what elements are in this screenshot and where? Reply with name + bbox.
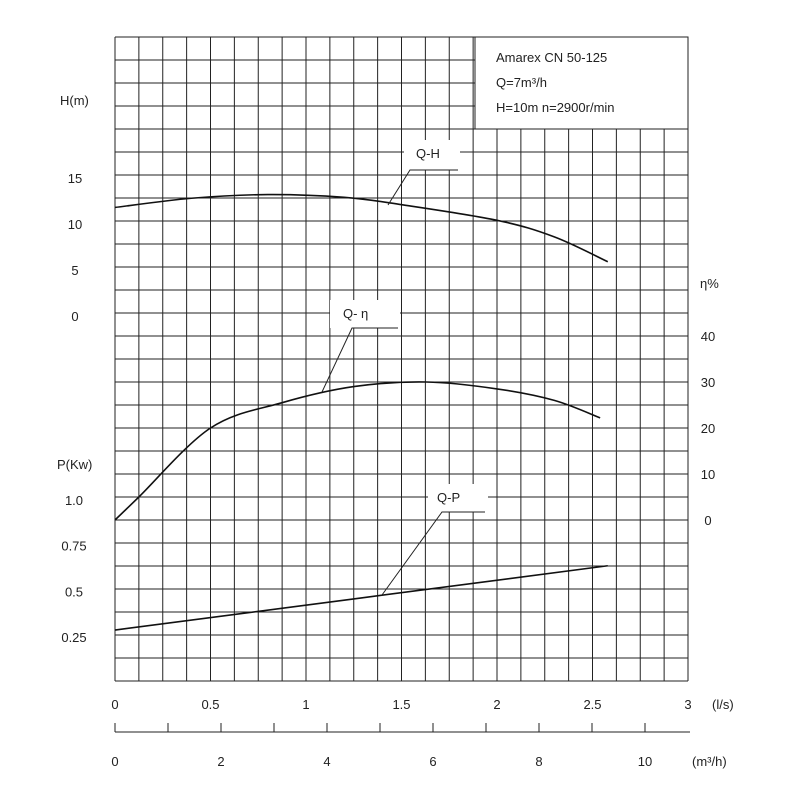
info-box [474, 36, 689, 130]
efficiency-tick-label: 20 [701, 421, 715, 436]
qeta-curve-label: Q- η [343, 306, 368, 321]
x-tick-label-ls: 2.5 [583, 697, 601, 712]
x-tick-label-m3h: 2 [217, 754, 224, 769]
power-tick-label: 0.25 [61, 630, 86, 645]
efficiency-tick-label: 10 [701, 467, 715, 482]
x-tick-label-m3h: 4 [323, 754, 330, 769]
x-tick-label-ls: 1.5 [392, 697, 410, 712]
flow-m3h-unit: (m³/h) [692, 754, 727, 769]
qh-label-bg [404, 140, 460, 170]
efficiency-axis-label: η% [700, 276, 719, 291]
power-tick-label: 0.5 [65, 584, 83, 599]
qeta-label-bg [330, 300, 400, 328]
info-line-head-speed: H=10m n=2900r/min [496, 100, 615, 115]
head-tick-label: 15 [68, 171, 82, 186]
head-tick-label: 10 [68, 217, 82, 232]
x-tick-label-ls: 0.5 [201, 697, 219, 712]
info-line-model: Amarex CN 50-125 [496, 50, 607, 65]
curves [114, 193, 609, 631]
x-tick-label-ls: 0 [111, 697, 118, 712]
x-tick-label-ls: 3 [684, 697, 691, 712]
grid [114, 36, 689, 682]
curve-q [114, 381, 601, 521]
efficiency-tick-label: 40 [701, 329, 715, 344]
efficiency-tick-label: 0 [704, 513, 711, 528]
qh-curve-label: Q-H [416, 146, 440, 161]
power-tick-label: 1.0 [65, 493, 83, 508]
head-axis-label: H(m) [60, 93, 89, 108]
curve-qh [114, 193, 609, 263]
x-tick-label-m3h: 10 [638, 754, 652, 769]
axis-ticks: 0 0.5 1 1.5 2 2.5 30 2 4 6 8 101510504030201001.00.… [61, 171, 715, 769]
power-axis-label: P(Kw) [57, 457, 92, 472]
qp-curve-label: Q-P [437, 490, 460, 505]
x-tick-label-ls: 2 [493, 697, 500, 712]
head-tick-label: 5 [71, 263, 78, 278]
flow-ls-unit: (l/s) [712, 697, 734, 712]
qh-leader-line [387, 169, 458, 206]
qeta-leader-line [321, 327, 398, 393]
qp-leader-line [381, 511, 485, 596]
curve-qp [114, 564, 608, 631]
head-tick-label: 0 [71, 309, 78, 324]
power-tick-label: 0.75 [61, 539, 86, 554]
info-line-flow: Q=7m³/h [496, 75, 547, 90]
x-tick-label-m3h: 0 [111, 754, 118, 769]
qp-label-bg [428, 484, 488, 512]
x-tick-label-m3h: 6 [429, 754, 436, 769]
efficiency-tick-label: 30 [701, 375, 715, 390]
x-tick-label-ls: 1 [302, 697, 309, 712]
x-tick-label-m3h: 8 [535, 754, 542, 769]
